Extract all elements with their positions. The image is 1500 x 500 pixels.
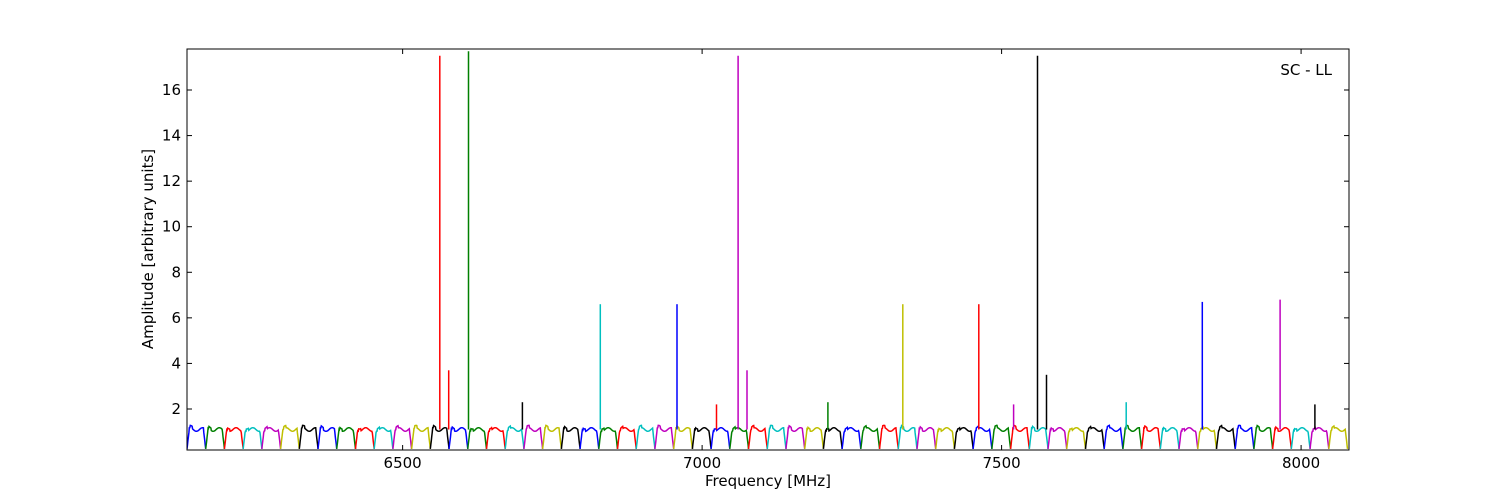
- annotation-label: SC - LL: [1280, 61, 1332, 79]
- channel-passband: [1234, 424, 1255, 449]
- channel-passband: [635, 424, 656, 449]
- channel-passband: [1197, 425, 1218, 449]
- channel-passband: [373, 425, 394, 449]
- channel-passband: [279, 424, 301, 449]
- channel-passband: [1065, 426, 1087, 449]
- channel-passband: [747, 424, 769, 449]
- x-axis-label: Frequency [MHz]: [705, 472, 831, 490]
- channel-passband: [298, 424, 319, 449]
- y-tick-label: 2: [171, 400, 181, 418]
- channel-passband: [878, 424, 900, 449]
- channel-passband: [187, 424, 207, 449]
- channel-passband: [785, 424, 806, 449]
- ticks-layer: 6500 7000 7500 8000 2 4 6 8 10 12 14 16: [162, 49, 1349, 472]
- y-tick-label: 12: [162, 172, 181, 190]
- channel-passband: [1328, 424, 1349, 449]
- channel-passband: [1178, 426, 1199, 449]
- channel-passband: [822, 426, 843, 449]
- channel-passband: [1215, 424, 1236, 449]
- channel-passband: [335, 426, 357, 449]
- channel-passband: [1290, 426, 1311, 449]
- channel-passband: [448, 425, 469, 449]
- channel-passband: [541, 424, 563, 449]
- channel-passband: [860, 424, 881, 449]
- channel-passband: [803, 425, 825, 449]
- channel-passband: [953, 426, 974, 449]
- channel-passband: [579, 426, 600, 449]
- channel-passband: [392, 424, 413, 449]
- x-tick-label: 6500: [384, 454, 422, 472]
- channel-passband: [654, 424, 675, 449]
- channel-passband: [934, 426, 956, 449]
- channel-passband: [1253, 424, 1274, 449]
- x-tick-label: 7500: [983, 454, 1021, 472]
- y-tick-label: 16: [162, 81, 181, 99]
- series-layer: [187, 51, 1349, 449]
- channel-passband: [504, 424, 525, 449]
- y-tick-label: 4: [171, 354, 181, 372]
- channel-passband: [317, 424, 338, 449]
- channel-passband: [1271, 425, 1293, 449]
- channel-passband: [242, 426, 263, 449]
- channel-passband: [354, 426, 375, 449]
- y-tick-label: 14: [162, 127, 181, 145]
- channel-passband: [467, 426, 488, 449]
- x-tick-label: 7000: [683, 454, 721, 472]
- channel-passband: [616, 425, 637, 449]
- channel-passband: [897, 424, 918, 449]
- channel-passband: [841, 426, 862, 449]
- channel-passband: [523, 424, 544, 449]
- channel-passband: [1084, 425, 1105, 449]
- channel-passband: [410, 424, 432, 449]
- channel-passband: [1047, 426, 1068, 449]
- channel-passband: [1103, 424, 1124, 449]
- y-axis-label: Amplitude [arbitrary units]: [139, 149, 157, 349]
- y-tick-label: 10: [162, 218, 181, 236]
- channel-passband: [972, 424, 993, 449]
- channel-passband: [729, 425, 750, 449]
- channel-passband: [598, 426, 619, 449]
- channel-passband: [710, 426, 731, 449]
- plot-frame: [186, 48, 1350, 451]
- y-tick-label: 8: [171, 263, 181, 281]
- channel-passband: [766, 424, 787, 449]
- channel-passband: [261, 425, 282, 449]
- channel-passband: [429, 424, 450, 449]
- channel-passband: [485, 426, 506, 449]
- channel-passband: [1028, 424, 1049, 449]
- channel-passband: [1140, 424, 1162, 449]
- channel-passband: [991, 424, 1012, 449]
- y-tick-label: 6: [171, 309, 181, 327]
- channel-passband: [1159, 426, 1180, 449]
- channel-passband: [204, 425, 226, 449]
- channel-passband: [691, 426, 712, 449]
- channel-passband: [560, 425, 581, 449]
- channel-passband: [1309, 426, 1330, 449]
- channel-passband: [223, 426, 244, 449]
- x-tick-label: 8000: [1282, 454, 1320, 472]
- channel-passband: [916, 425, 937, 449]
